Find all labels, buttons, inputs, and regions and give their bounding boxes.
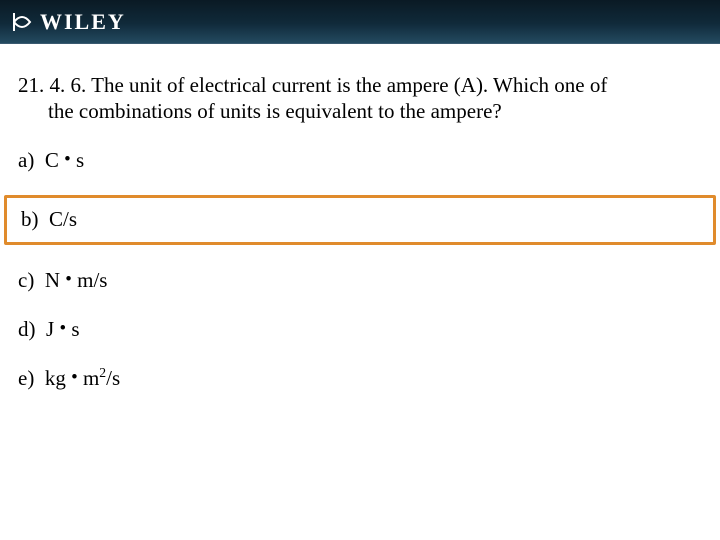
dot-operator-icon: •: [65, 269, 72, 290]
option-e-mid: m: [78, 366, 100, 390]
option-a-suffix: s: [71, 148, 84, 172]
option-e-prefix: kg: [45, 366, 71, 390]
options-list: a) C • s b) C/s c) N • m/s d) J • s e) k…: [18, 147, 702, 392]
option-e: e) kg • m2/s: [18, 365, 702, 392]
header-bar: WILEY: [0, 0, 720, 44]
brand-logo: WILEY: [10, 9, 126, 35]
brand-text: WILEY: [40, 9, 126, 35]
option-b-text: C/s: [49, 207, 77, 231]
option-c-label: c): [18, 268, 34, 292]
dot-operator-icon: •: [71, 367, 78, 388]
option-a-label: a): [18, 148, 34, 172]
option-c-prefix: N: [45, 268, 65, 292]
wiley-mark-icon: [10, 10, 34, 34]
option-d-suffix: s: [66, 317, 79, 341]
option-a: a) C • s: [18, 147, 702, 174]
option-e-label: e): [18, 366, 34, 390]
option-e-suffix: /s: [106, 366, 120, 390]
option-c: c) N • m/s: [18, 267, 702, 294]
option-a-prefix: C: [45, 148, 64, 172]
option-d-prefix: J: [46, 317, 59, 341]
question-text: 21. 4. 6. The unit of electrical current…: [18, 72, 702, 125]
correct-answer-highlight: b) C/s: [4, 195, 716, 245]
option-d-label: d): [18, 317, 36, 341]
option-d: d) J • s: [18, 316, 702, 343]
option-c-suffix: m/s: [72, 268, 108, 292]
dot-operator-icon: •: [59, 318, 66, 339]
slide-content: 21. 4. 6. The unit of electrical current…: [0, 44, 720, 391]
option-b: b) C/s: [21, 206, 699, 232]
question-line-2: the combinations of units is equivalent …: [18, 98, 702, 124]
question-line-1: 21. 4. 6. The unit of electrical current…: [18, 72, 702, 98]
option-b-label: b): [21, 207, 39, 231]
dot-operator-icon: •: [64, 149, 71, 170]
